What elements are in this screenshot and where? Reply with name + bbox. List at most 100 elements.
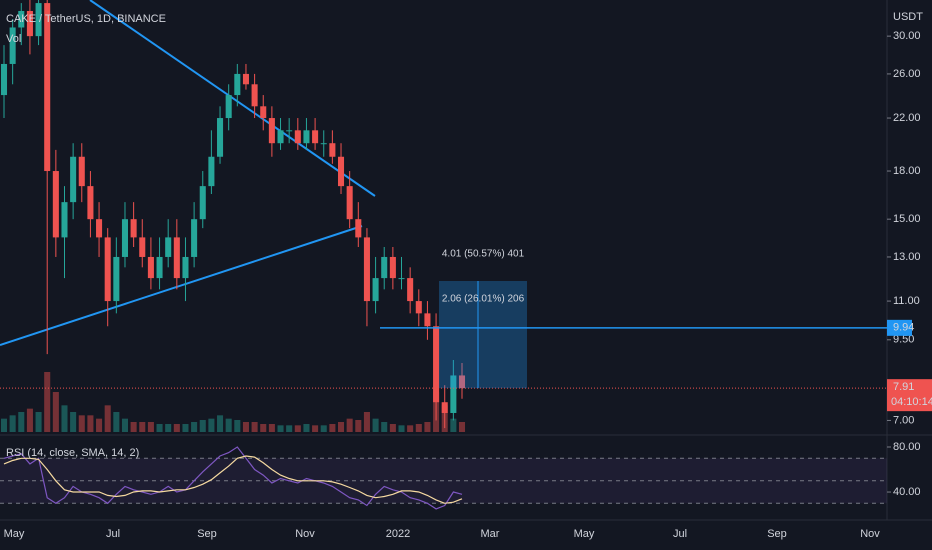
- x-tick-label: Jul: [673, 528, 687, 540]
- candle-body: [346, 186, 353, 220]
- volume-bar: [9, 415, 16, 432]
- y-tick-label: 11.00: [893, 295, 920, 307]
- volume-bar: [26, 408, 33, 432]
- volume-bar: [329, 424, 336, 432]
- last-price-tag: [887, 379, 932, 412]
- volume-bar: [61, 405, 68, 432]
- volume-bar: [363, 412, 370, 432]
- volume-bar: [156, 424, 163, 432]
- volume-bar: [398, 425, 405, 432]
- y-tick-label: 35.00: [893, 0, 921, 1]
- candle-body: [363, 237, 370, 302]
- candle-body: [165, 237, 172, 257]
- candle-body: [372, 278, 379, 302]
- candle-body: [0, 63, 8, 96]
- candle-body: [225, 95, 232, 119]
- volume-bar: [130, 422, 137, 432]
- volume-bar: [217, 415, 224, 432]
- x-tick-label: Sep: [767, 528, 787, 540]
- candle-body: [381, 256, 388, 279]
- volume-bar: [337, 422, 345, 432]
- rsi-line: [3, 446, 463, 510]
- candle-body: [26, 10, 33, 37]
- candle-body: [251, 84, 258, 107]
- candle-body: [234, 73, 241, 96]
- candle-body: [52, 171, 59, 238]
- x-tick-label: Mar: [481, 528, 500, 540]
- volume-bar: [372, 418, 379, 432]
- measure-box: [439, 281, 527, 389]
- candle-body: [182, 256, 189, 279]
- candle-body: [286, 130, 293, 132]
- volume-bar: [96, 418, 103, 432]
- rsi-line: [3, 455, 463, 504]
- volume-bar: [381, 422, 388, 432]
- x-tick-label: May: [574, 528, 595, 540]
- y-tick-label: 9.50: [893, 334, 914, 346]
- candle-body: [398, 278, 405, 280]
- volume-bar: [182, 424, 189, 432]
- y-tick-label: 26.00: [893, 68, 921, 80]
- candle-body: [44, 3, 51, 172]
- measure-label: 2.06 (26.01%) 206: [442, 294, 525, 305]
- volume-bar: [277, 425, 284, 432]
- volume-bar: [87, 415, 94, 432]
- y-tick-label: 18.00: [893, 165, 921, 177]
- volume-bar: [70, 412, 77, 432]
- measure-label: 4.01 (50.57%) 401: [442, 249, 525, 260]
- candle-body: [320, 143, 327, 145]
- volume-bar: [44, 372, 51, 432]
- candle-body: [70, 156, 77, 203]
- volume-bar: [113, 412, 120, 432]
- y-tick-label: 13.00: [893, 251, 921, 263]
- volume-bar: [294, 425, 301, 432]
- candle-body: [139, 237, 146, 257]
- volume-bar: [35, 412, 42, 432]
- x-tick-label: 2022: [386, 528, 410, 540]
- candle-body: [441, 402, 448, 413]
- volume-bar: [415, 424, 422, 432]
- countdown: 04:10:14: [891, 396, 932, 408]
- candle-body: [329, 143, 336, 157]
- candle-body: [337, 156, 345, 187]
- candle-body: [121, 219, 129, 257]
- volume-bar: [52, 392, 59, 432]
- candle-body: [389, 256, 396, 279]
- volume-bar: [407, 425, 414, 432]
- candle-body: [294, 130, 301, 144]
- volume-bar: [208, 418, 215, 432]
- volume-bar: [355, 420, 362, 432]
- candle-body: [104, 237, 111, 302]
- volume-bar: [312, 425, 319, 432]
- volume-bar: [303, 424, 310, 432]
- candle-body: [407, 278, 414, 302]
- y-tick-label: 80.00: [893, 441, 921, 453]
- volume-bar: [450, 418, 457, 432]
- volume-bar: [121, 418, 129, 432]
- candle-body: [61, 202, 68, 238]
- candle-body: [191, 219, 198, 257]
- horizontal-line-tag: [887, 319, 912, 336]
- candle-body: [433, 326, 440, 403]
- candle-body: [208, 156, 215, 187]
- volume-bar: [104, 405, 111, 432]
- candle-body: [312, 130, 319, 144]
- volume-bar: [165, 424, 172, 432]
- candle-body: [242, 73, 249, 85]
- currency: USDT: [893, 11, 923, 23]
- x-tick-label: Nov: [860, 528, 880, 540]
- x-tick-label: Nov: [295, 528, 315, 540]
- volume-bar: [0, 418, 8, 432]
- candle-body: [130, 219, 137, 238]
- candle-body: [458, 375, 466, 389]
- volume-bar: [268, 424, 275, 432]
- candle-body: [260, 106, 267, 119]
- volume-bar: [18, 412, 25, 432]
- rsi-title: RSI (14, close, SMA, 14, 2): [6, 447, 139, 459]
- candle-body: [87, 186, 94, 220]
- candle-body: [268, 118, 275, 144]
- volume-bar: [199, 420, 206, 432]
